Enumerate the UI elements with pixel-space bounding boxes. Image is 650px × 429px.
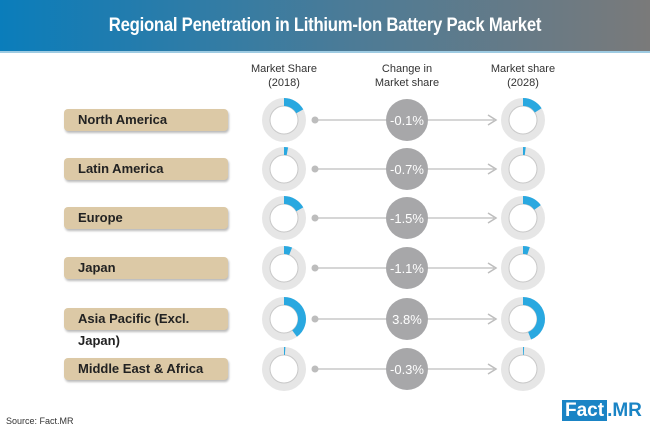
change-label: -1.1% <box>390 261 424 276</box>
change-bubble <box>386 298 428 340</box>
chart-title: Regional Penetration in Lithium-Ion Batt… <box>108 15 542 36</box>
donut-2018 <box>262 196 306 240</box>
connector-dot <box>311 116 319 124</box>
region-label: Latin America <box>64 158 228 180</box>
donut-2028 <box>501 98 545 142</box>
region-label: Europe <box>64 207 228 229</box>
change-label: -0.1% <box>390 113 424 128</box>
change-label: -0.7% <box>390 162 424 177</box>
donut-2028 <box>501 196 545 240</box>
connector-dot <box>311 264 319 272</box>
donut-2018 <box>262 98 306 142</box>
connector-dot <box>311 165 319 173</box>
arrow-icon <box>487 313 498 325</box>
change-bubble <box>386 197 428 239</box>
column-header-2018: Market Share (2018) <box>250 63 318 89</box>
change-bubble <box>386 247 428 289</box>
donut-2028 <box>501 246 545 290</box>
connector-dot <box>311 365 319 373</box>
region-label: Japan <box>64 257 228 279</box>
change-bubble <box>386 348 428 390</box>
arrow-icon <box>487 114 498 126</box>
arrow-icon <box>487 163 498 175</box>
donut-2018 <box>262 297 306 341</box>
donut-2018 <box>262 147 306 191</box>
change-bubble <box>386 99 428 141</box>
source-note: Source: Fact.MR <box>6 416 74 426</box>
connector-dot <box>311 214 319 222</box>
donut-2028 <box>501 147 545 191</box>
donut-share-arc <box>283 196 304 212</box>
arrow-icon <box>487 212 498 224</box>
donut-2018 <box>262 246 306 290</box>
donut-share-arc <box>283 297 306 337</box>
connector-dot <box>311 315 319 323</box>
region-label: Asia Pacific (Excl. Japan) <box>64 308 228 348</box>
region-label: Middle East & Africa <box>64 358 228 380</box>
arrow-icon <box>487 363 498 375</box>
change-label: 3.8% <box>392 312 422 327</box>
factmr-logo: Fact .MR <box>562 400 642 422</box>
column-header-change: Change in Market share <box>374 63 440 89</box>
column-header-2028: Market share (2028) <box>490 63 556 89</box>
donut-share-arc <box>522 297 545 340</box>
donut-share-arc <box>522 196 541 211</box>
change-label: -1.5% <box>390 211 424 226</box>
donut-share-arc <box>522 246 530 255</box>
header-banner: Regional Penetration in Lithium-Ion Batt… <box>0 0 650 53</box>
donut-share-arc <box>283 246 293 256</box>
donut-share-arc <box>522 98 542 113</box>
donut-share-arc <box>283 98 304 114</box>
region-label: North America <box>64 109 228 131</box>
donut-2028 <box>501 297 545 341</box>
donut-2018 <box>262 347 306 391</box>
change-bubble <box>386 148 428 190</box>
arrow-icon <box>487 262 498 274</box>
donut-2028 <box>501 347 545 391</box>
change-label: -0.3% <box>390 362 424 377</box>
